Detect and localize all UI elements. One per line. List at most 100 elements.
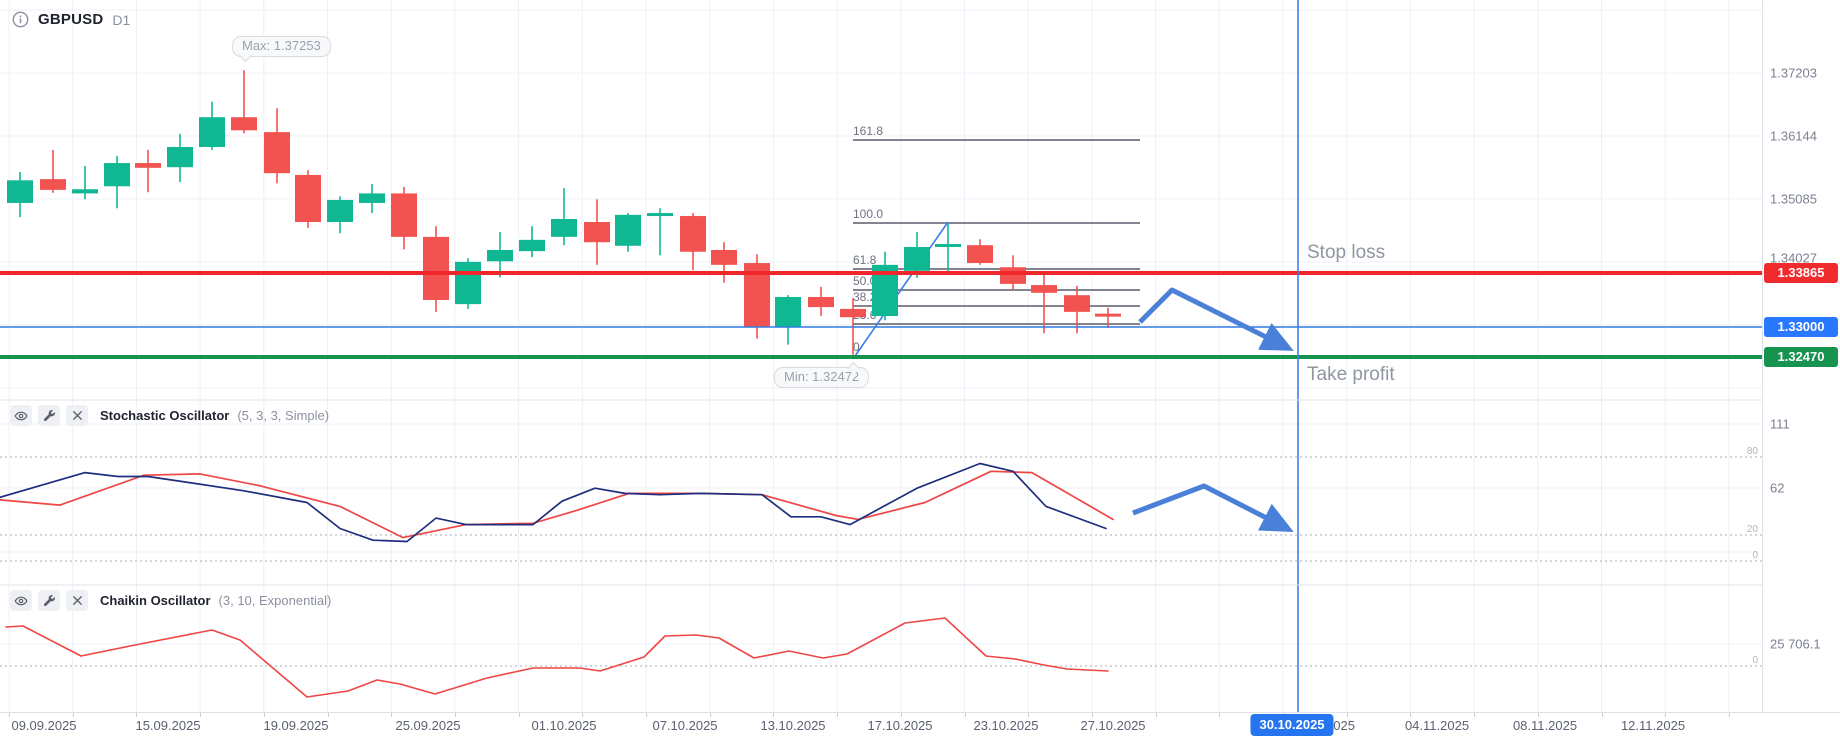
info-icon[interactable] bbox=[12, 11, 29, 28]
indicator-level-label: 80 bbox=[1746, 446, 1758, 457]
symbol-timeframe[interactable]: D1 bbox=[112, 11, 131, 28]
candle-down bbox=[40, 179, 66, 190]
fib-level-label: 50.0 bbox=[853, 274, 877, 288]
close-icon[interactable] bbox=[66, 405, 88, 426]
eye-icon[interactable] bbox=[10, 590, 32, 611]
indicator-axis-label: 62 bbox=[1770, 480, 1785, 496]
time-axis-tick bbox=[964, 713, 966, 717]
time-axis-tick bbox=[773, 713, 775, 717]
symbol-bar: GBPUSD D1 bbox=[12, 11, 130, 28]
settings-wrench-icon[interactable] bbox=[38, 405, 60, 426]
fib-level-label: 61.8 bbox=[853, 253, 877, 267]
time-axis-tick bbox=[454, 713, 456, 717]
stop-loss-annotation: Stop loss bbox=[1307, 242, 1386, 263]
candle-up bbox=[615, 214, 641, 246]
take-profit-annotation: Take profit bbox=[1307, 364, 1395, 385]
time-axis-tick bbox=[1537, 713, 1539, 717]
time-axis-tick bbox=[391, 713, 393, 717]
price-axis-label: 1.34027 bbox=[1770, 250, 1817, 266]
price-axis[interactable]: 1.37203 1.36144 1.35085 1.34027 111 62 25 706.… bbox=[1762, 0, 1840, 712]
price-level-lines[interactable] bbox=[0, 271, 1762, 359]
min-price-tooltip: Min: 1.32472 bbox=[774, 362, 870, 388]
time-axis-tick bbox=[646, 713, 647, 717]
time-axis-tick bbox=[1728, 713, 1730, 717]
candle-up bbox=[7, 180, 33, 203]
drawn-arrows[interactable] bbox=[1132, 287, 1294, 532]
time-axis-tick bbox=[1091, 713, 1093, 717]
stochastic-k-line bbox=[0, 462, 1107, 543]
crosshair-date-badge: 30.10.2025 bbox=[1250, 714, 1334, 736]
candle-down bbox=[840, 308, 866, 318]
time-axis-label: 17.10.2025 bbox=[867, 718, 933, 733]
candle-down bbox=[1064, 295, 1090, 312]
indicator-axis-label: 111 bbox=[1770, 416, 1790, 432]
stochastic-pane-header: Stochastic Oscillator (5, 3, 3, Simple) bbox=[10, 405, 329, 426]
candle-down bbox=[680, 216, 706, 252]
stochastic-down-arrow bbox=[1132, 483, 1294, 532]
settings-wrench-icon[interactable] bbox=[38, 590, 60, 611]
candle-down bbox=[808, 296, 834, 308]
candle-up bbox=[775, 296, 801, 327]
time-axis-tick bbox=[1219, 713, 1221, 717]
time-axis-tick bbox=[327, 713, 329, 717]
time-axis[interactable]: 30.10.2025 2025 09.09.2025 15.09.2025 19.09… bbox=[0, 712, 1840, 738]
indicator-level-label: 0 bbox=[1752, 550, 1758, 561]
candle-down bbox=[1095, 313, 1121, 317]
indicator-curves bbox=[0, 462, 1114, 698]
fib-level-label: 161.8 bbox=[853, 124, 883, 138]
candle-up bbox=[935, 244, 961, 247]
candle-up bbox=[72, 189, 98, 194]
eye-icon[interactable] bbox=[10, 405, 32, 426]
time-axis-tick bbox=[900, 713, 902, 717]
symbol-name: GBPUSD bbox=[38, 11, 104, 28]
indicator-level-label: 20 bbox=[1746, 524, 1758, 535]
stochastic-d-line bbox=[0, 470, 1114, 539]
time-axis-label: 27.10.2025 bbox=[1080, 718, 1146, 733]
candle-down bbox=[135, 163, 161, 168]
pane-dividers bbox=[0, 399, 1762, 586]
time-axis-tick bbox=[1665, 713, 1667, 717]
fib-trend-line bbox=[852, 221, 949, 360]
price-axis-label: 1.37203 bbox=[1770, 65, 1817, 81]
price-down-arrow bbox=[1138, 287, 1294, 351]
time-axis-tick bbox=[518, 713, 520, 717]
time-axis-label: 19.09.2025 bbox=[263, 718, 329, 733]
time-axis-tick bbox=[837, 713, 839, 717]
time-axis-tick bbox=[136, 713, 138, 717]
close-icon[interactable] bbox=[66, 590, 88, 611]
fib-level-label: 0 bbox=[853, 340, 860, 354]
indicator-title[interactable]: Stochastic Oscillator bbox=[100, 408, 230, 423]
indicator-params: (5, 3, 3, Simple) bbox=[237, 408, 330, 423]
time-axis-label: 04.11.2025 bbox=[1404, 718, 1470, 733]
time-axis-tick bbox=[1474, 713, 1476, 717]
fib-level-label: 100.0 bbox=[853, 207, 883, 221]
candle-down bbox=[231, 117, 257, 131]
candle-down bbox=[264, 132, 290, 174]
chaikin-pane-header: Chaikin Oscillator (3, 10, Exponential) bbox=[10, 590, 331, 611]
time-axis-tick bbox=[1155, 713, 1157, 717]
indicator-level-label: 0 bbox=[1752, 655, 1758, 666]
candle-up bbox=[199, 117, 225, 147]
indicator-title[interactable]: Chaikin Oscillator bbox=[100, 593, 211, 608]
time-axis-label: 23.10.2025 bbox=[973, 718, 1039, 733]
indicator-params: (3, 10, Exponential) bbox=[218, 593, 332, 608]
candle-down bbox=[295, 174, 321, 222]
candle-up bbox=[455, 261, 481, 305]
time-axis-tick bbox=[263, 713, 265, 717]
time-axis-label: 13.10.2025 bbox=[760, 718, 826, 733]
candle-up bbox=[104, 163, 130, 187]
price-axis-label: 1.35085 bbox=[1770, 191, 1817, 207]
time-axis-label: 01.10.2025 bbox=[531, 718, 597, 733]
candle-up bbox=[167, 146, 193, 168]
time-axis-tick bbox=[72, 713, 74, 717]
price-badge-entry: 1.33000 bbox=[1764, 317, 1838, 337]
candle-up bbox=[327, 199, 353, 222]
time-axis-label: 07.10.2025 bbox=[652, 718, 718, 733]
fib-level-label: 38.2 bbox=[853, 290, 877, 304]
price-axis-label: 1.36144 bbox=[1770, 128, 1817, 144]
time-axis-label: 09.09.2025 bbox=[11, 718, 77, 733]
candle-down bbox=[967, 245, 993, 264]
